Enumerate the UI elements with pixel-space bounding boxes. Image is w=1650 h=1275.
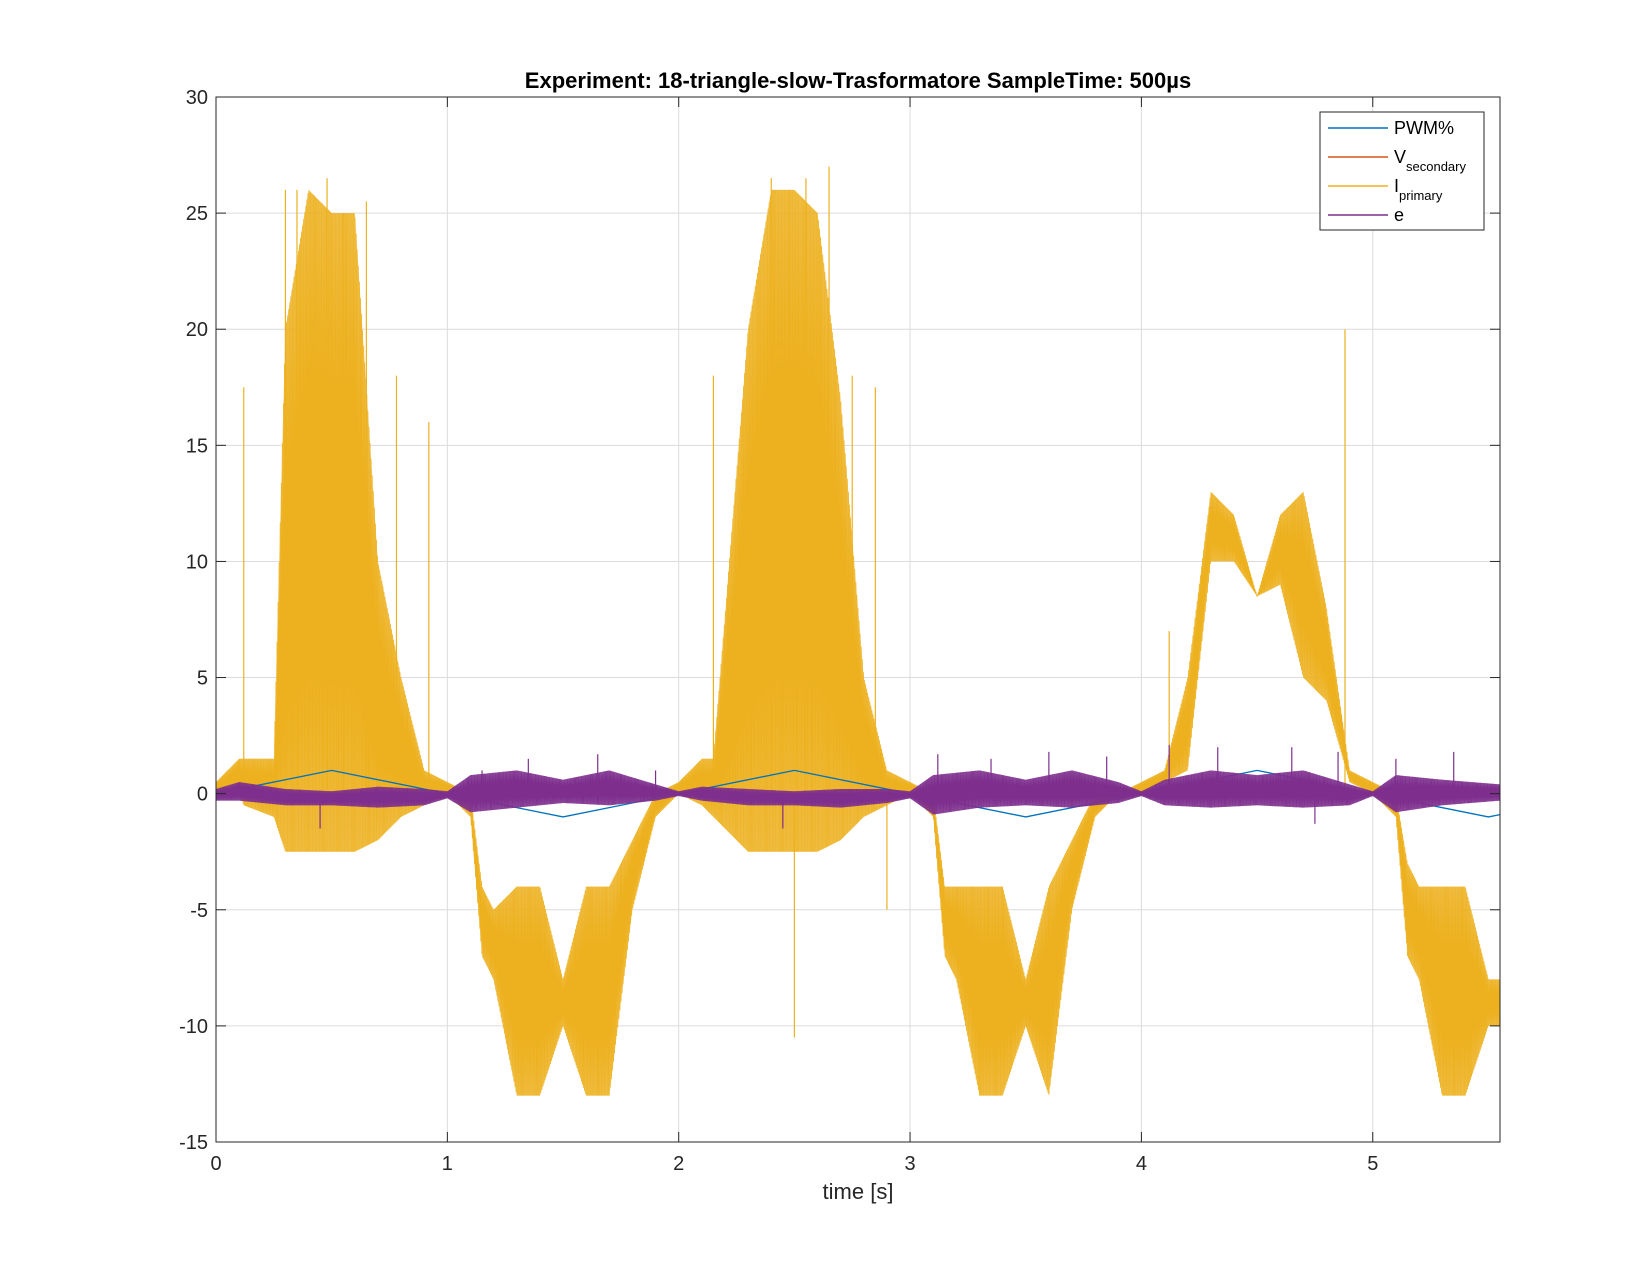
axes-frame [215,96,1501,1143]
x-tick-label: 5 [1367,1153,1378,1175]
legend-label-subscript: primary [1399,188,1443,203]
x-tick-label: 1 [442,1153,453,1175]
y-tick-label: 10 [186,551,208,573]
legend-label: e [1394,205,1404,225]
y-tick-label: 15 [186,435,208,457]
y-tick-label: -5 [190,900,208,922]
y-tick-label: 25 [186,203,208,225]
x-axis-label: time [s] [823,1179,894,1204]
series-trace-iprimary [215,189,1501,1096]
x-tick-label: 2 [673,1153,684,1175]
x-tick-label: 3 [904,1153,915,1175]
y-tick-label: 0 [197,784,208,806]
legend-box [1319,111,1485,231]
series-e [215,744,1501,829]
series-iprimary [215,166,1501,1096]
series-layer [215,166,1501,1096]
ticks: 0 1 2 3 4 5 -15 -10 -5 0 5 10 15 20 25 30 [179,87,1500,1175]
legend-label: PWM% [1394,118,1454,138]
y-tick-label: 20 [186,319,208,341]
x-tick-label: 0 [210,1153,221,1175]
y-tick-label: 5 [197,668,208,690]
chart-title: Experiment: 18-triangle-slow-Trasformato… [525,68,1191,93]
legend-label-subscript: secondary [1406,159,1466,174]
y-tick-label: -10 [179,1016,208,1038]
y-tick-label: -15 [179,1132,208,1154]
plot-area: 0 1 2 3 4 5 -15 -10 -5 0 5 10 15 20 25 30 [179,87,1501,1175]
x-tick-label: 4 [1136,1153,1147,1175]
y-tick-label: 30 [186,87,208,109]
legend-entry-e: e [1328,205,1404,225]
series-trace-e [215,770,1501,815]
legend-entry-pwm-: PWM% [1328,118,1454,138]
